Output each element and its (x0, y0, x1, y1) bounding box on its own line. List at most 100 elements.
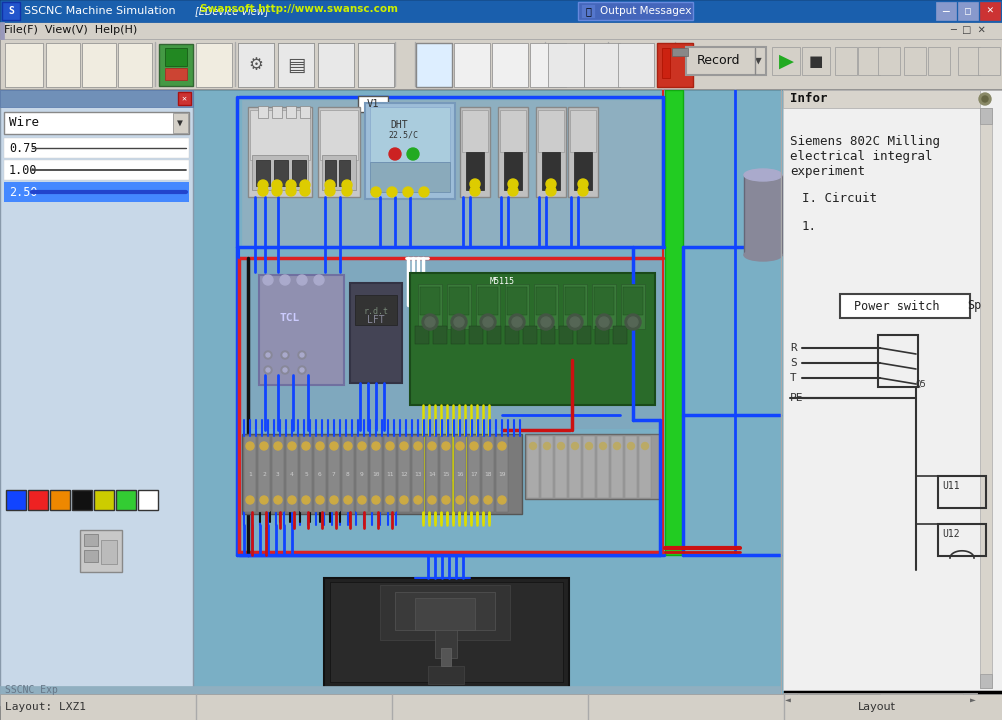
Bar (420, 287, 440, 315)
Ellipse shape (744, 169, 782, 181)
Bar (28, 490, 48, 510)
Circle shape (316, 442, 324, 450)
Bar (242, 258, 662, 428)
Text: LFT: LFT (367, 315, 385, 325)
Circle shape (456, 442, 464, 450)
Bar (958, 47, 980, 75)
Circle shape (546, 179, 556, 189)
Text: ✕: ✕ (181, 94, 186, 102)
Bar (980, 674, 992, 688)
Text: 1: 1 (248, 472, 252, 477)
Bar (0, 90, 193, 705)
Text: 14: 14 (428, 472, 436, 477)
Text: experiment: experiment (790, 165, 865, 178)
Circle shape (543, 443, 550, 449)
Text: Infor: Infor (790, 92, 828, 106)
Bar (0, 686, 780, 695)
Bar (330, 582, 563, 682)
Bar (476, 284, 500, 329)
Bar (318, 107, 360, 197)
Bar (783, 693, 977, 707)
Text: DHT: DHT (390, 120, 408, 130)
Bar (840, 294, 970, 318)
Bar (274, 160, 288, 186)
Bar (569, 436, 581, 498)
Circle shape (456, 496, 464, 504)
Bar (672, 48, 688, 56)
Bar (358, 43, 394, 87)
Circle shape (599, 443, 606, 449)
Circle shape (442, 496, 450, 504)
Bar (504, 152, 522, 190)
Text: r.d.t: r.d.t (364, 307, 389, 317)
Bar (242, 434, 522, 514)
Bar (772, 47, 800, 75)
Bar (577, 326, 591, 344)
Text: Sp: Sp (967, 300, 981, 312)
Bar (936, 2, 956, 20)
Text: Power switch: Power switch (854, 300, 940, 312)
Circle shape (300, 368, 304, 372)
Bar (0, 694, 1002, 720)
Text: Record: Record (697, 55, 740, 68)
Circle shape (372, 442, 380, 450)
Circle shape (599, 317, 609, 327)
Circle shape (470, 442, 478, 450)
Bar (165, 48, 187, 66)
Bar (84, 534, 98, 546)
Circle shape (330, 496, 338, 504)
Bar (478, 287, 498, 315)
Text: File(F)  View(V)  Help(H): File(F) View(V) Help(H) (4, 25, 137, 35)
Circle shape (274, 496, 282, 504)
Bar (623, 287, 643, 315)
Bar (447, 284, 471, 329)
Bar (259, 275, 344, 385)
Circle shape (325, 180, 335, 190)
Bar (428, 666, 464, 684)
Bar (904, 47, 926, 75)
Bar (568, 107, 598, 197)
Circle shape (344, 442, 352, 450)
Bar (496, 436, 508, 512)
Bar (410, 273, 655, 405)
Circle shape (480, 314, 496, 330)
Bar (469, 326, 483, 344)
Bar (460, 107, 490, 197)
Bar (358, 43, 394, 87)
Bar (878, 47, 900, 75)
Circle shape (344, 496, 352, 504)
Bar (618, 43, 654, 87)
Bar (165, 68, 187, 80)
Circle shape (342, 186, 352, 196)
Bar (625, 436, 637, 498)
Circle shape (283, 368, 287, 372)
Bar (498, 107, 528, 197)
Bar (322, 155, 356, 190)
Circle shape (470, 179, 480, 189)
Text: I. Circuit: I. Circuit (802, 192, 877, 205)
Bar (574, 152, 592, 190)
Bar (4, 160, 189, 180)
Bar (94, 490, 114, 510)
Bar (370, 162, 450, 192)
Text: ►: ► (970, 695, 976, 705)
Bar (938, 476, 986, 508)
Bar (380, 585, 510, 640)
Text: T: T (790, 373, 797, 383)
Circle shape (596, 314, 612, 330)
Bar (507, 287, 527, 315)
Bar (592, 284, 616, 329)
Text: Layout: Layout (858, 702, 896, 712)
Text: R: R (790, 343, 797, 353)
Text: 1.: 1. (802, 220, 817, 233)
Circle shape (372, 496, 380, 504)
Bar (173, 113, 188, 133)
Bar (4, 182, 189, 202)
Bar (858, 47, 880, 75)
Bar (938, 524, 986, 556)
Bar (621, 284, 645, 329)
Text: 8: 8 (346, 472, 350, 477)
Bar (802, 47, 830, 75)
Circle shape (330, 442, 338, 450)
Circle shape (300, 353, 304, 357)
